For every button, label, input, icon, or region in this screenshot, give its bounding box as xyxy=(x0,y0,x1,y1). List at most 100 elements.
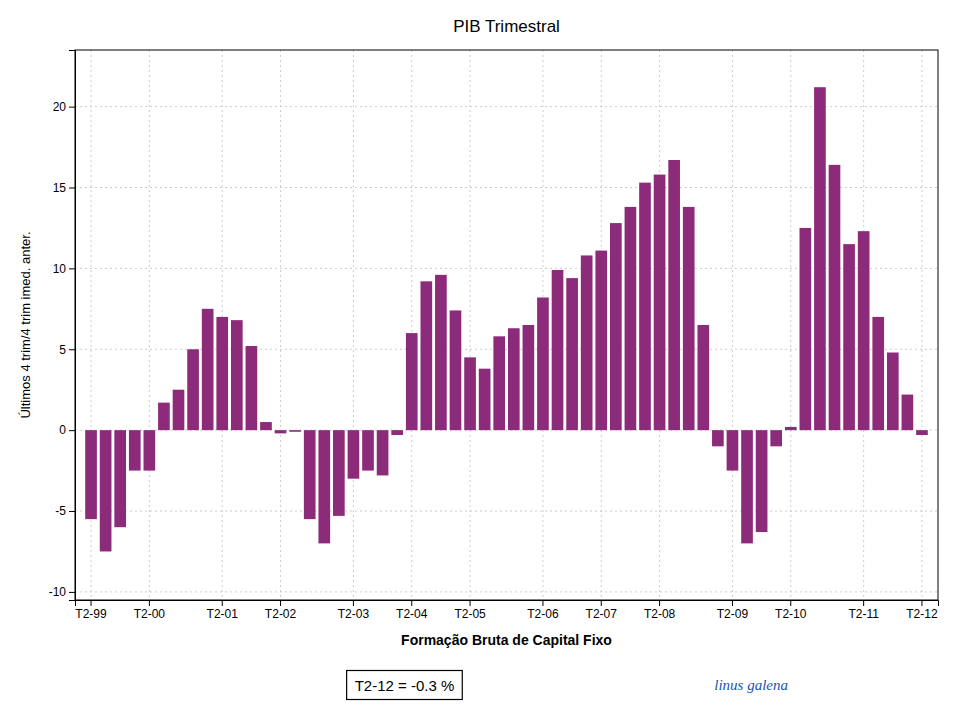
bar xyxy=(231,320,243,430)
grid-line xyxy=(921,50,922,600)
bar xyxy=(114,430,126,527)
bar xyxy=(741,430,753,543)
tick: 15 xyxy=(53,181,75,195)
tick-label: T2-02 xyxy=(265,607,297,621)
bar xyxy=(814,87,826,430)
tick-mark xyxy=(790,600,791,606)
tick: T2-02 xyxy=(265,600,297,621)
bar xyxy=(683,207,695,430)
grid-line xyxy=(75,511,938,512)
axis-line xyxy=(69,51,76,601)
tick: T2-06 xyxy=(527,600,559,621)
bar xyxy=(318,430,330,543)
x-axis: T2-99T2-00T2-01T2-02T2-03T2-04T2-05T2-06… xyxy=(75,600,938,621)
tick-label: T2-07 xyxy=(586,607,618,621)
bar xyxy=(770,430,782,446)
tick-mark xyxy=(222,600,223,606)
tick-label: T2-01 xyxy=(207,607,239,621)
bar xyxy=(435,275,447,430)
bar xyxy=(843,244,855,430)
tick: 5 xyxy=(59,343,75,357)
tick-label: 5 xyxy=(59,343,66,357)
bar xyxy=(639,183,651,431)
bar xyxy=(289,430,301,432)
plot: -10-505101520T2-99T2-00T2-01T2-02T2-03T2… xyxy=(49,50,939,621)
tick: T2-01 xyxy=(207,600,239,621)
tick-mark xyxy=(353,600,354,606)
tick: T2-10 xyxy=(775,600,807,621)
grid-line xyxy=(280,50,281,600)
tick: T2-11 xyxy=(848,600,879,621)
bar xyxy=(202,309,214,430)
bar xyxy=(129,430,141,470)
bar xyxy=(625,207,637,430)
tick-label: 10 xyxy=(53,262,67,276)
bar xyxy=(420,281,432,430)
bar xyxy=(887,353,899,431)
tick-mark xyxy=(601,600,602,606)
bar xyxy=(216,317,228,430)
tick-label: T2-12 xyxy=(906,607,938,621)
bar xyxy=(610,223,622,430)
bar xyxy=(537,298,549,431)
bar xyxy=(450,310,462,430)
bar xyxy=(800,228,812,430)
bar xyxy=(916,430,928,435)
bar xyxy=(858,231,870,430)
tick-mark xyxy=(280,600,281,606)
tick-label: T2-10 xyxy=(775,607,807,621)
bar xyxy=(85,430,97,519)
grid-line xyxy=(149,50,150,600)
bar xyxy=(391,430,403,435)
y-axis: -10-505101520 xyxy=(49,51,76,601)
tick-label: T2-08 xyxy=(644,607,676,621)
tick: T2-05 xyxy=(454,600,486,621)
bar xyxy=(479,369,491,430)
title: PIB Trimestral xyxy=(453,17,560,36)
tick-mark xyxy=(149,600,150,606)
grid-line xyxy=(732,50,733,600)
tick-mark xyxy=(921,600,922,606)
bar xyxy=(158,403,170,431)
tick: T2-08 xyxy=(644,600,676,621)
grid-line xyxy=(411,50,412,600)
bars xyxy=(85,87,928,551)
tick-label: -10 xyxy=(49,585,67,599)
tick-mark xyxy=(732,600,733,606)
tick-mark xyxy=(69,430,75,431)
tick-mark xyxy=(863,600,864,606)
bar xyxy=(187,349,199,430)
tick-mark xyxy=(69,188,75,189)
tick-label: -5 xyxy=(55,504,66,518)
tick: T2-99 xyxy=(75,600,107,621)
bar xyxy=(348,430,360,479)
bar xyxy=(668,160,680,430)
y-axis-title: Últimos 4 trim/4 trim imed. anter. xyxy=(18,231,33,418)
x-axis-title: Formação Bruta de Capital Fixo xyxy=(401,632,612,648)
tick-label: 15 xyxy=(53,181,67,195)
axis-line xyxy=(76,601,939,607)
bar xyxy=(654,175,666,431)
bar xyxy=(712,430,724,446)
annotation: T2-12 = -0.3 % xyxy=(347,671,463,700)
tick: T2-09 xyxy=(717,600,749,621)
tick-label: T2-99 xyxy=(75,607,107,621)
tick-mark xyxy=(411,600,412,606)
tick-mark xyxy=(69,349,75,350)
bar xyxy=(872,317,884,430)
tick-label: T2-11 xyxy=(848,607,879,621)
tick: T2-07 xyxy=(586,600,618,621)
bar xyxy=(727,430,739,470)
tick-mark xyxy=(69,592,75,593)
tick-label: 0 xyxy=(59,423,66,437)
tick-label: T2-00 xyxy=(134,607,166,621)
bar xyxy=(523,325,535,430)
bar xyxy=(508,328,520,430)
tick: -10 xyxy=(49,585,75,599)
tick-label: T2-06 xyxy=(527,607,559,621)
logo-text: linus galena xyxy=(714,677,788,693)
tick-mark xyxy=(659,600,660,606)
tick-mark xyxy=(91,600,92,606)
grid-line xyxy=(75,187,938,188)
tick-label: T2-09 xyxy=(717,607,749,621)
